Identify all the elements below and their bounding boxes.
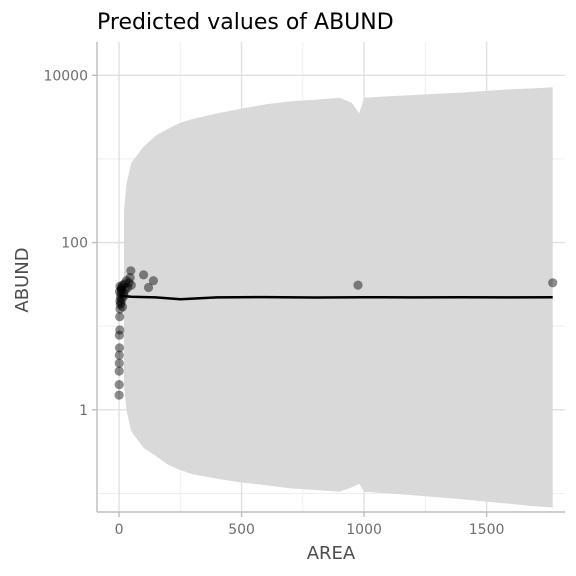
- x-axis-title: AREA: [307, 543, 356, 564]
- x-tick-label: 1000: [346, 522, 382, 538]
- fit-line: [119, 294, 553, 301]
- data-point: [143, 282, 154, 293]
- x-tick-label: 500: [228, 522, 255, 538]
- data-point: [114, 366, 124, 376]
- data-point: [121, 276, 131, 286]
- y-tick-label: 100: [61, 236, 88, 252]
- data-point: [119, 291, 129, 301]
- data-point: [116, 298, 126, 308]
- x-axis-ticks: 0 500 1000 1500: [115, 512, 505, 538]
- data-point: [114, 350, 124, 360]
- y-tick-label: 10000: [43, 68, 88, 84]
- data-point: [115, 325, 125, 335]
- data-point: [114, 343, 125, 353]
- fit-line-layer: [119, 294, 553, 301]
- data-point: [148, 276, 158, 286]
- data-point: [114, 380, 124, 390]
- data-point: [114, 286, 125, 297]
- data-point: [123, 282, 133, 293]
- data-point: [115, 296, 125, 306]
- data-point: [115, 281, 125, 291]
- data-point: [115, 300, 125, 310]
- points-layer: [114, 266, 558, 400]
- data-point: [119, 279, 129, 289]
- data-point: [117, 294, 127, 304]
- data-point: [117, 302, 128, 312]
- data-point: [115, 304, 125, 314]
- y-axis-ticks: 1 100 10000: [43, 68, 97, 419]
- data-point: [117, 282, 127, 293]
- data-point: [114, 330, 124, 340]
- data-point: [353, 280, 363, 290]
- data-point: [139, 270, 149, 280]
- chart-title: Predicted values of ABUND: [97, 10, 394, 35]
- y-tick-label: 1: [79, 403, 88, 419]
- data-point: [120, 285, 130, 295]
- data-point: [114, 390, 124, 400]
- data-point: [114, 358, 124, 368]
- data-point: [116, 285, 126, 295]
- data-point: [115, 312, 125, 322]
- x-tick-label: 1500: [469, 522, 505, 538]
- data-point: [116, 284, 127, 294]
- data-point: [118, 280, 128, 290]
- data-point: [116, 289, 126, 299]
- data-point: [124, 278, 134, 288]
- data-point: [548, 278, 558, 288]
- data-point: [126, 280, 136, 290]
- x-tick-label: 0: [115, 522, 124, 538]
- data-point: [115, 292, 126, 303]
- data-point: [126, 266, 136, 276]
- y-axis-title: ABUND: [12, 247, 33, 312]
- data-point: [125, 273, 135, 283]
- data-point: [118, 288, 129, 298]
